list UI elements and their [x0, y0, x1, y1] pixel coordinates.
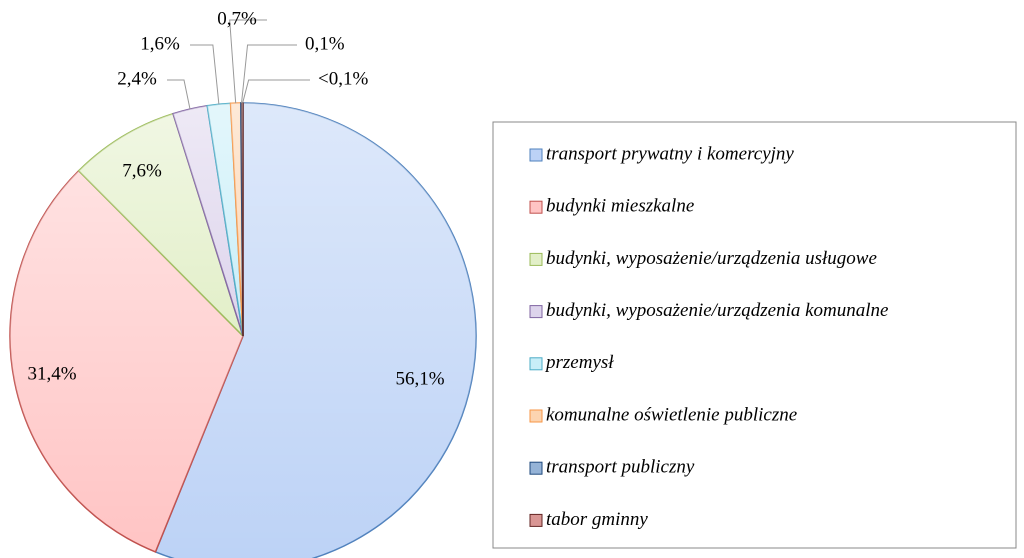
legend-swatch: [529, 148, 543, 162]
legend-label: budynki, wyposażenie/urządzenia komunaln…: [546, 300, 888, 321]
legend-label: przemysł: [544, 352, 614, 373]
legend-swatch: [529, 252, 543, 266]
pie-slice-shade: [78, 113, 243, 336]
legend-label: tabor gminny: [546, 509, 648, 530]
legend-label: budynki, wyposażenie/urządzenia usługowe: [546, 248, 877, 269]
leader-line: [229, 19, 267, 104]
legend-swatch: [529, 357, 543, 371]
legend-swatch: [529, 200, 543, 214]
data-label: 31,4%: [27, 363, 76, 384]
legend-box: [492, 121, 1017, 549]
leader-line: [190, 44, 220, 105]
pie-slice-shade: [207, 103, 243, 336]
legend-swatch: [529, 461, 543, 475]
legend-label: transport publiczny: [546, 457, 695, 478]
leader-line: [242, 79, 310, 104]
data-label: 56,1%: [395, 368, 444, 389]
pie-slice-shade: [173, 105, 243, 336]
legend-swatch: [529, 305, 543, 319]
legend-label: komunalne oświetlenie publiczne: [546, 404, 797, 425]
legend-swatch: [529, 409, 543, 423]
data-label: 0,1%: [305, 33, 345, 54]
data-label: 0,7%: [217, 8, 257, 29]
legend-swatch: [529, 513, 543, 527]
data-label: <0,1%: [318, 68, 368, 89]
pie-slice-shade: [10, 170, 244, 552]
pie-slice-shade: [230, 103, 243, 336]
pie-slice-shade: [242, 103, 243, 336]
legend-label: budynki mieszkalne: [546, 196, 694, 217]
data-label: 2,4%: [117, 68, 157, 89]
leader-line: [241, 44, 297, 104]
leader-line: [167, 79, 191, 110]
data-label: 1,6%: [140, 33, 180, 54]
data-label: 7,6%: [122, 160, 162, 181]
legend-label: transport prywatny i komercyjny: [546, 143, 794, 164]
pie-slice-shade: [155, 103, 476, 558]
